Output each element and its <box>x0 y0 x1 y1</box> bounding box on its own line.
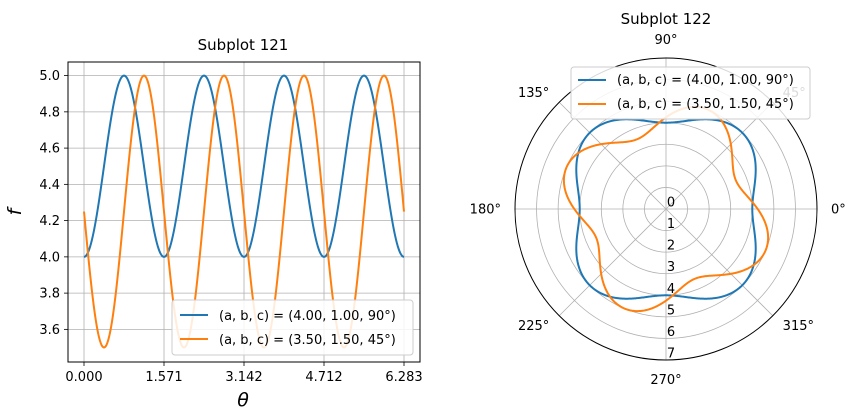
theta-gridline <box>665 208 774 317</box>
r-tick-label: 1 <box>667 217 675 232</box>
polar-series-line-0 <box>575 118 757 300</box>
legend-label: (a, b, c) = (4.00, 1.00, 90°) <box>617 73 794 88</box>
y-tick-label: 4.6 <box>39 142 60 157</box>
theta-tick-label: 270° <box>650 373 681 388</box>
legend-label: (a, b, c) = (3.50, 1.50, 45°) <box>617 97 794 112</box>
theta-tick-label: 90° <box>654 33 677 48</box>
theta-tick-label: 0° <box>831 203 846 218</box>
y-tick-label: 5.0 <box>39 69 60 84</box>
x-tick-label: 4.712 <box>305 370 342 385</box>
r-tick-label: 7 <box>667 347 675 362</box>
r-tick-label: 2 <box>667 239 675 254</box>
y-tick-label: 4.4 <box>39 178 60 193</box>
theta-tick-label: 315° <box>783 319 814 334</box>
series-line-0 <box>83 74 405 258</box>
x-tick-label: 1.571 <box>145 370 182 385</box>
r-tick-label: 3 <box>667 260 675 275</box>
theta-gridline <box>558 101 667 210</box>
subplot-121: Subplot 121 0.000 1.571 3.142 4.712 6.283 3.6… <box>4 36 423 411</box>
legend-box <box>570 66 811 120</box>
theta-gridline <box>665 101 774 210</box>
r-tick-label: 0 <box>667 196 675 211</box>
subplot-121-legend: (a, b, c) = (4.00, 1.00, 90°) (a, b, c) … <box>171 299 414 356</box>
legend-label: (a, b, c) = (4.00, 1.00, 90°) <box>219 309 396 324</box>
subplot-121-ticks: 0.000 1.571 3.142 4.712 6.283 3.6 3.8 4.0 4.2 4.4… <box>39 69 422 385</box>
y-tick-label: 4.8 <box>39 105 60 120</box>
theta-tick-label: 135° <box>518 86 549 101</box>
theta-gridline <box>558 208 667 317</box>
y-tick-label: 3.8 <box>39 287 60 302</box>
theta-tick-label: 225° <box>518 319 549 334</box>
subplot-122: Subplot 122 0°45°90°135°180°225°270°315°… <box>470 10 846 388</box>
legend-label: (a, b, c) = (3.50, 1.50, 45°) <box>219 333 396 348</box>
r-tick-label: 4 <box>667 282 675 297</box>
subplot-122-title: Subplot 122 <box>621 10 712 28</box>
r-tick-label: 5 <box>667 303 675 318</box>
y-tick-label: 3.6 <box>39 323 60 338</box>
polar-frame <box>514 57 818 361</box>
x-tick-label: 6.283 <box>385 370 422 385</box>
x-axis-label: θ <box>237 389 249 411</box>
theta-tick-label: 180° <box>470 203 501 218</box>
subplot-121-title: Subplot 121 <box>198 36 289 54</box>
x-tick-label: 3.142 <box>225 370 262 385</box>
x-tick-label: 0.000 <box>65 370 102 385</box>
y-tick-label: 4.0 <box>39 250 60 265</box>
legend-box <box>171 299 414 356</box>
y-tick-label: 4.2 <box>39 214 60 229</box>
r-tick-label: 6 <box>667 325 675 340</box>
subplot-122-legend: (a, b, c) = (4.00, 1.00, 90°) (a, b, c) … <box>570 66 811 120</box>
y-axis-label: f <box>4 205 26 215</box>
